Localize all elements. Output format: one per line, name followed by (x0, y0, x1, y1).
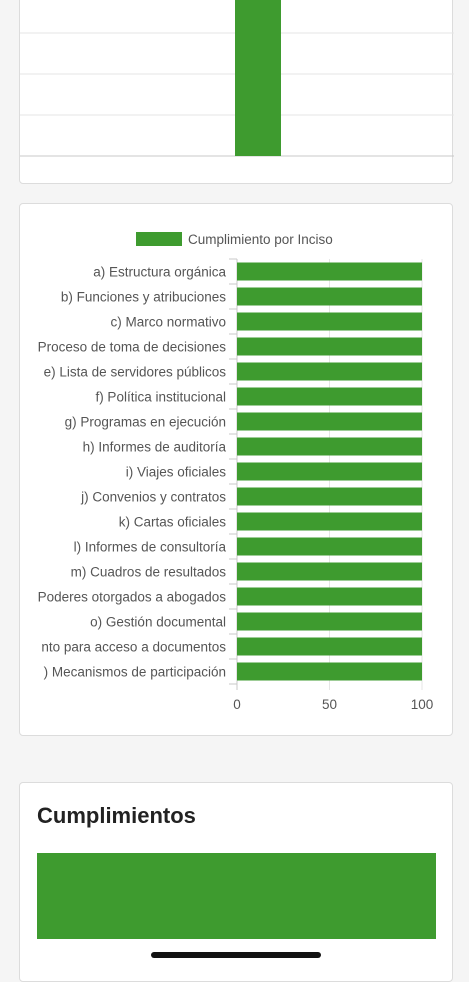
legend-swatch[interactable] (136, 232, 182, 246)
hbar-bar[interactable] (237, 512, 422, 531)
category-label: b) Funciones y atribuciones (61, 290, 226, 305)
top-chart-card (19, 0, 454, 184)
x-tick-label: 0 (233, 697, 241, 712)
category-label: o) Gestión documental (90, 615, 226, 630)
hbar-bar[interactable] (237, 487, 422, 506)
top-bar-chart (20, 0, 454, 157)
hbar-bar[interactable] (237, 637, 422, 656)
home-indicator (151, 952, 321, 958)
hbar-chart-card: Cumplimiento por Inciso a) Estructura or… (19, 203, 453, 736)
hbar-bar[interactable] (237, 362, 422, 381)
cumplimientos-title: Cumplimientos (37, 803, 196, 828)
cumplimientos-bar (37, 853, 436, 939)
hbar-bar[interactable] (237, 562, 422, 581)
category-label: k) Cartas oficiales (119, 515, 227, 530)
hbar-bar[interactable] (237, 387, 422, 406)
x-tick-label: 50 (322, 697, 337, 712)
category-label: i) Viajes oficiales (126, 465, 227, 480)
hbar-bar[interactable] (237, 337, 422, 356)
category-label: l) Informes de consultoría (74, 540, 227, 555)
category-label: Poderes otorgados a abogados (38, 590, 227, 605)
hbar-bar[interactable] (237, 612, 422, 631)
category-label: h) Informes de auditoría (83, 440, 227, 455)
cumplimientos-card: Cumplimientos (19, 782, 453, 982)
category-label: m) Cuadros de resultados (71, 565, 227, 580)
x-tick-label: 100 (411, 697, 434, 712)
category-label: a) Estructura orgánica (93, 265, 226, 280)
hbar-bar[interactable] (237, 412, 422, 431)
hbar-bar[interactable] (237, 437, 422, 456)
category-label: e) Lista de servidores públicos (44, 365, 227, 380)
category-label: ) Mecanismos de participación (44, 665, 226, 680)
hbar-bar[interactable] (237, 262, 422, 281)
category-label: nto para acceso a documentos (41, 640, 226, 655)
category-label: g) Programas en ejecución (65, 415, 226, 430)
hbar-bar[interactable] (237, 287, 422, 306)
hbar-bar[interactable] (237, 537, 422, 556)
hbar-chart: Cumplimiento por Inciso a) Estructura or… (38, 232, 434, 712)
category-label: c) Marco normativo (110, 315, 226, 330)
hbar-bar[interactable] (237, 462, 422, 481)
category-label: j) Convenios y contratos (80, 490, 226, 505)
legend-label[interactable]: Cumplimiento por Inciso (188, 232, 333, 247)
hbar-bar[interactable] (237, 312, 422, 331)
hbar-bar[interactable] (237, 662, 422, 681)
category-label: f) Política institucional (95, 390, 226, 405)
hbar-bar[interactable] (237, 587, 422, 606)
category-label: Proceso de toma de decisiones (38, 340, 227, 355)
top-chart-bar[interactable] (235, 0, 281, 156)
